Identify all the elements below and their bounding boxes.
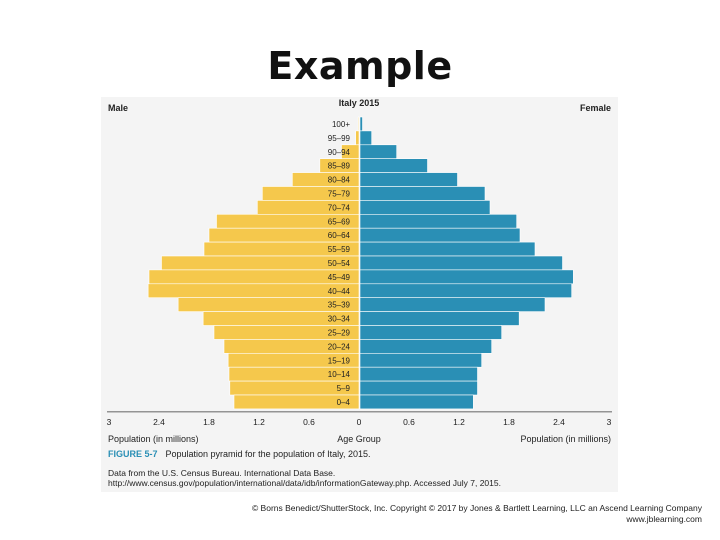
age-group-label-8: 60–64	[328, 231, 351, 240]
figure-caption: FIGURE 5-7 Population pyramid for the pop…	[108, 449, 370, 459]
chart-title: Italy 2015	[339, 98, 380, 108]
female-bar-6	[359, 200, 491, 215]
female-bar-17	[359, 352, 482, 368]
age-group-label-2: 90–94	[328, 148, 351, 157]
female-bar-16	[359, 339, 492, 354]
slide-title: Example	[267, 44, 453, 88]
x-tick-left-5: 0	[357, 417, 362, 427]
x-tick-right-0: 0.6	[403, 417, 415, 427]
x-tick-left-1: 2.4	[153, 417, 165, 427]
figure-caption-text: Population pyramid for the population of…	[165, 449, 371, 459]
male-bar-0	[357, 116, 360, 132]
female-bar-15	[359, 325, 502, 340]
female-bar-19	[359, 380, 478, 396]
age-group-label-18: 10–14	[328, 370, 351, 379]
female-bar-3	[359, 158, 428, 173]
female-bar-11	[359, 269, 574, 285]
figure: Male Female Italy 2015 100+ 95–99 90–94 85–89 8…	[101, 97, 618, 492]
female-bar-12	[359, 283, 572, 299]
copyright-line: © Borns Benedict/ShutterStock, Inc. Copy…	[251, 503, 702, 513]
x-axis-label-left: Population (in millions)	[108, 434, 199, 444]
age-group-label-9: 55–59	[328, 245, 351, 254]
age-group-label-20: 0–4	[337, 398, 351, 407]
male-bar-20	[233, 394, 360, 410]
female-bar-8	[359, 227, 521, 243]
female-bar-13	[359, 297, 546, 312]
female-bar-7	[359, 214, 517, 229]
female-bar-14	[359, 311, 520, 326]
x-tick-left-0: 3	[107, 417, 112, 427]
age-group-label-17: 15–19	[328, 356, 351, 365]
age-group-label-15: 25–29	[328, 329, 351, 338]
x-axis-label-center: Age Group	[337, 434, 381, 444]
female-bar-10	[359, 255, 563, 271]
x-tick-right-3: 2.4	[553, 417, 565, 427]
age-group-label-7: 65–69	[328, 217, 351, 226]
age-group-label-5: 75–79	[328, 190, 351, 199]
x-axis-label-right: Population (in millions)	[520, 434, 611, 444]
figure-number: FIGURE 5-7	[108, 449, 158, 459]
age-group-label-4: 80–84	[328, 176, 351, 185]
female-label: Female	[580, 103, 611, 113]
x-tick-left-3: 1.2	[253, 417, 265, 427]
age-group-label-14: 30–34	[328, 315, 351, 324]
female-bar-4	[359, 172, 458, 187]
age-group-label-16: 20–24	[328, 342, 351, 351]
x-tick-right-1: 1.2	[453, 417, 465, 427]
age-group-label-3: 85–89	[328, 162, 351, 171]
x-tick-left-2: 1.8	[203, 417, 215, 427]
age-group-label-6: 70–74	[328, 203, 351, 212]
age-group-label-11: 45–49	[328, 273, 351, 282]
source-note: Data from the U.S. Census Bureau. Intern…	[108, 468, 501, 488]
female-bar-2	[359, 144, 397, 159]
x-tick-right-2: 1.8	[503, 417, 515, 427]
age-group-label-1: 95–99	[328, 134, 351, 143]
x-tick-right-4: 3	[607, 417, 612, 427]
female-bar-0	[359, 116, 363, 132]
female-bar-9	[359, 241, 536, 257]
female-bar-5	[359, 186, 486, 201]
copyright-footer: © Borns Benedict/ShutterStock, Inc. Copy…	[252, 503, 702, 525]
website-link: www.jblearning.com	[626, 514, 702, 524]
age-group-label-0: 100+	[332, 120, 350, 129]
female-bar-18	[359, 366, 478, 382]
female-bar-1	[359, 130, 372, 146]
male-bar-1	[355, 130, 360, 146]
age-group-label-12: 40–44	[328, 287, 351, 296]
age-group-label-10: 50–54	[328, 259, 351, 268]
female-bar-20	[359, 394, 474, 410]
male-label: Male	[108, 103, 128, 113]
age-group-label-13: 35–39	[328, 301, 351, 310]
population-pyramid-chart: Male Female Italy 2015 100+ 95–99 90–94 85–89 8…	[107, 98, 612, 444]
x-tick-left-4: 0.6	[303, 417, 315, 427]
age-group-label-19: 5–9	[337, 384, 351, 393]
